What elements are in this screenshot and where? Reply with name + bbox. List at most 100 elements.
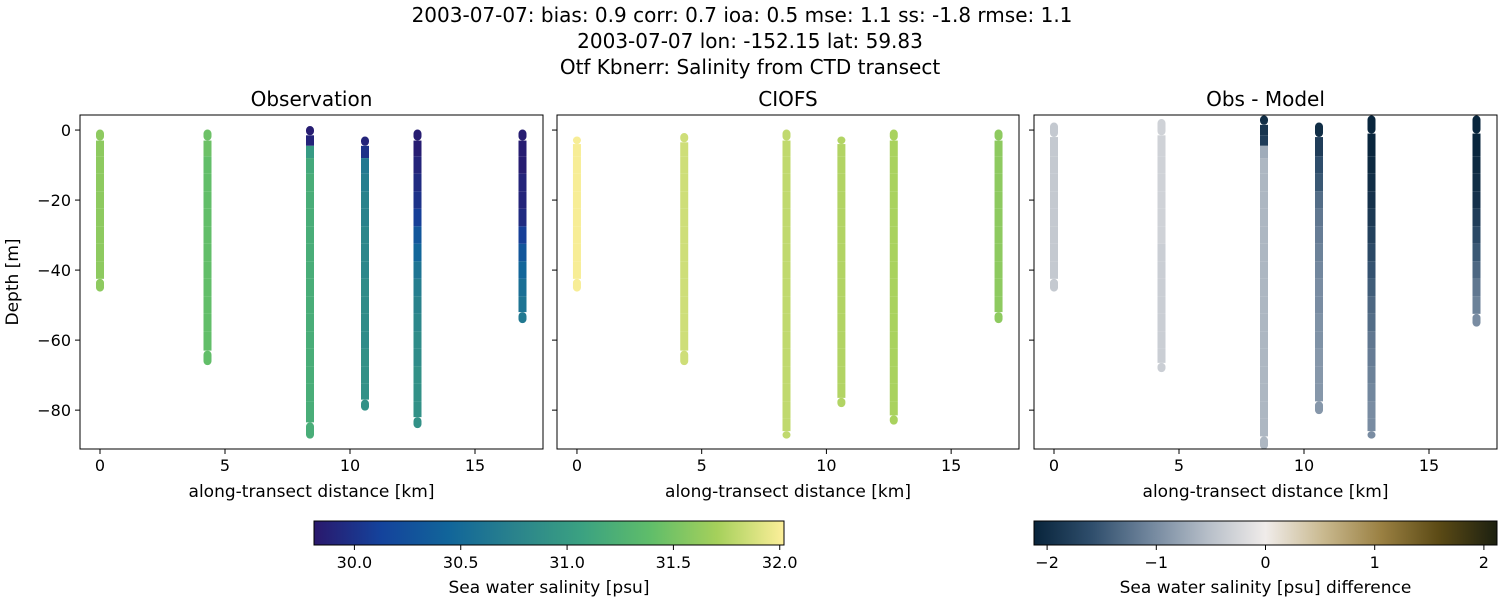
profile-point <box>413 173 422 192</box>
profile-point <box>1050 122 1058 138</box>
profile-point <box>361 208 369 227</box>
profile-point <box>203 278 212 297</box>
profile-point <box>680 350 689 366</box>
profile-point <box>1367 278 1376 297</box>
profile-point <box>1050 137 1058 157</box>
profile-point <box>518 296 527 313</box>
profile-point <box>203 261 212 279</box>
profile-point <box>413 348 422 367</box>
profile-point <box>782 296 791 314</box>
profile-point <box>1157 313 1166 332</box>
colorbar-tick-label: 0 <box>1260 553 1270 572</box>
profile-point <box>306 173 314 192</box>
profile-point <box>96 156 104 174</box>
profile-point <box>889 415 898 425</box>
profile-point <box>1050 278 1058 292</box>
profile-point <box>413 261 422 279</box>
colorbar-tick-label: 1 <box>1370 553 1380 572</box>
profile-point <box>1260 401 1268 419</box>
profile-point <box>1315 226 1323 244</box>
profile-point <box>837 243 846 262</box>
profile-point <box>680 142 689 157</box>
profile-point <box>203 173 212 192</box>
profile-point <box>680 261 689 279</box>
profile-point <box>1157 226 1166 244</box>
profile-point <box>572 144 581 157</box>
profile-point <box>306 145 314 159</box>
profile-point <box>994 312 1003 324</box>
profile-point <box>1367 418 1376 432</box>
x-axis-label: along-transect distance [km] <box>1143 482 1389 502</box>
colorbar-tick-label: −1 <box>1145 553 1169 572</box>
profile-point <box>889 313 898 332</box>
profile-point <box>1472 156 1481 174</box>
profile-point <box>413 278 422 297</box>
profile-point <box>203 331 212 351</box>
profile-point <box>680 243 689 262</box>
profile-point <box>994 278 1003 297</box>
profile-point <box>306 348 314 367</box>
x-tick-label: 0 <box>572 456 582 475</box>
x-tick-label: 5 <box>1174 456 1184 475</box>
profile-point <box>1367 261 1376 279</box>
profile-point <box>1315 296 1323 314</box>
profile-point <box>782 226 791 244</box>
profile-point <box>518 173 527 192</box>
profile-point <box>1367 156 1376 174</box>
profile-point <box>572 226 581 244</box>
colorbar-label: Sea water salinity [psu] difference <box>1120 578 1412 598</box>
profile-point <box>782 156 791 174</box>
profile-point <box>1260 243 1268 262</box>
profile-point <box>1472 191 1481 209</box>
profile-point <box>1260 124 1268 136</box>
profile-point <box>1157 243 1166 262</box>
profile-point <box>572 208 581 227</box>
profile-point <box>1050 156 1058 174</box>
profile-point <box>1315 366 1323 384</box>
profile-point <box>413 129 422 141</box>
profile-point <box>837 173 846 192</box>
y-tick-label: −20 <box>37 191 71 210</box>
x-tick-label: 0 <box>1049 456 1059 475</box>
profile-point <box>1260 296 1268 314</box>
profile-point <box>1315 137 1323 157</box>
profile-point <box>413 191 422 209</box>
profile-point <box>782 208 791 227</box>
x-tick-label: 0 <box>95 456 105 475</box>
profile-point <box>1315 401 1323 415</box>
profile-point <box>837 296 846 314</box>
axes-frame <box>79 114 544 450</box>
profile-point <box>1367 133 1376 157</box>
profile-point <box>1050 226 1058 244</box>
x-tick-label: 5 <box>697 456 707 475</box>
profile-point <box>1472 133 1481 157</box>
profile-point <box>361 243 369 262</box>
profile-point <box>572 136 581 145</box>
profile-point <box>1315 331 1323 349</box>
profile-point <box>1367 226 1376 244</box>
profile-point <box>518 208 527 227</box>
profile-point <box>361 226 369 244</box>
profile-point <box>837 366 846 384</box>
profile-point <box>413 383 422 402</box>
profile-point <box>361 261 369 279</box>
profile-point <box>680 278 689 297</box>
x-axis-label: along-transect distance [km] <box>189 482 435 502</box>
profile-point <box>413 208 422 227</box>
colorbar-tick-label: −2 <box>1035 553 1059 572</box>
profile-point <box>203 140 212 157</box>
profile-point <box>413 401 422 418</box>
profile-point <box>994 261 1003 279</box>
profile-point <box>782 191 791 209</box>
profile-point <box>994 208 1003 227</box>
profile-point <box>203 226 212 244</box>
profile-point <box>1472 261 1481 279</box>
profile-point <box>889 331 898 349</box>
profile-point <box>1260 191 1268 209</box>
profile-point <box>1157 135 1166 157</box>
profile-point <box>306 226 314 244</box>
profile-point <box>889 278 898 297</box>
profile-point <box>306 158 314 174</box>
profile-point <box>413 243 422 262</box>
